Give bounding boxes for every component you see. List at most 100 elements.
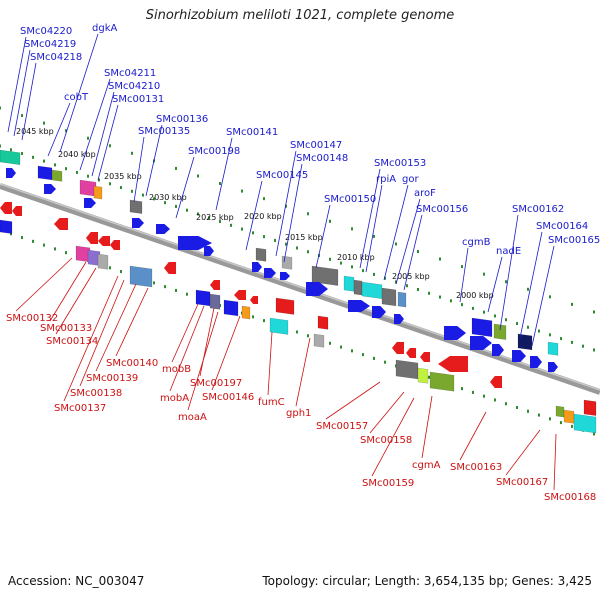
gene-features [0,149,597,434]
gene-feature-block [583,399,597,416]
forward-gene-label: SMc00198 [188,146,240,157]
forward-gene-label: SMc04220 [20,26,72,37]
gene-feature-block [547,341,559,356]
reverse-gene-arrow [0,202,12,214]
gene-feature-block [51,169,63,182]
gene-feature-block [573,413,597,434]
forward-gene-arrow [444,326,466,340]
gene-feature-block [223,299,239,317]
gene-feature-block [79,179,97,197]
scale-tick-label: 2015 kbp [285,233,323,242]
reverse-gene-arrow [86,232,98,244]
gene-feature-block [313,333,325,348]
reverse-gene-label: moaA [178,412,207,423]
forward-gene-arrow [530,356,542,368]
reverse-gene-arrow [110,240,120,250]
forward-gene-label: SMc00162 [512,204,564,215]
scale-tick-label: 2025 kbp [196,213,234,222]
gene-feature-block [97,253,109,270]
reverse-gene-label: SMc00139 [86,373,138,384]
reverse-gene-arrow [250,296,258,304]
forward-gene-arrow [264,268,276,278]
gene-feature-block [353,279,363,296]
forward-gene-arrow [492,344,504,356]
reverse-gene-label: SMc00133 [40,323,92,334]
forward-gene-label: gor [402,174,419,185]
reverse-gene-label: SMc00163 [450,462,502,473]
forward-gene-label: SMc04210 [108,81,160,92]
reverse-gene-arrow [164,262,176,274]
reverse-gene-label: SMc00140 [106,358,158,369]
accession-text: Accession: NC_003047 [8,574,145,588]
scale-tick-label: 2000 kbp [456,291,494,300]
reverse-gene-arrow [392,342,404,354]
reverse-gene-arrow [210,280,220,290]
reverse-gene-label: mobA [160,393,189,404]
reverse-gene-arrow [98,236,110,246]
forward-gene-label: SMc00156 [416,204,468,215]
forward-gene-label: cobT [64,92,89,103]
forward-gene-arrow [280,272,290,280]
reverse-gene-arrow [234,290,246,300]
reverse-gene-label: SMc00146 [202,392,254,403]
forward-gene-label: SMc00131 [112,94,164,105]
reverse-gene-label: SMc00168 [544,492,596,503]
forward-gene-arrow [394,314,404,324]
gene-feature-block [397,291,407,308]
forward-gene-label: SMc00145 [256,170,308,181]
reverse-gene-label: SMc00137 [54,403,106,414]
reverse-gene-arrow [490,376,502,388]
gene-feature-block [275,297,295,315]
forward-gene-label: SMc04218 [30,52,82,63]
gene-labels: SMc04220 SMc04219 SMc04218 dgkA cobT SMc04211… [6,23,600,503]
forward-gene-label: dgkA [92,23,117,34]
reverse-gene-arrow [12,206,22,216]
gene-feature-block [269,317,289,335]
reverse-gene-label: SMc00134 [46,336,98,347]
forward-gene-label: SMc00150 [324,194,376,205]
genome-summary-text: Topology: circular; Length: 3,654,135 bp… [262,574,592,588]
gene-feature-block [381,287,397,307]
forward-gene-label: SMc00136 [156,114,208,125]
gene-feature-block [255,247,267,262]
forward-gene-label: SMc04219 [24,39,76,50]
forward-gene-label: SMc00153 [374,158,426,169]
forward-gene-label: SMc00148 [296,153,348,164]
gene-feature-block [241,305,251,320]
reverse-gene-label: SMc00158 [360,435,412,446]
gene-feature-block [429,371,455,392]
gene-feature-block [317,315,329,330]
map-title: Sinorhizobium meliloti 1021, complete ge… [145,8,455,23]
gene-feature-block [195,289,211,307]
scale-tick-label: 2020 kbp [244,212,282,221]
forward-gene-label: SMc00164 [536,221,588,232]
label-leader-lines [7,33,557,491]
forward-gene-arrow [6,168,16,178]
gene-feature-block [129,199,143,214]
reverse-gene-label: SMc00138 [70,388,122,399]
forward-gene-arrow [156,224,170,234]
gene-feature-block [93,185,103,200]
forward-gene-arrow [306,282,328,296]
gene-feature-block [517,333,533,351]
reverse-gene-label: SMc00167 [496,477,548,488]
scale-tick-labels: 2045 kbp 2040 kbp 2035 kbp 2030 kbp 2025 kbp… [16,127,494,300]
forward-gene-arrow [132,218,144,228]
reverse-gene-label: SMc00132 [6,313,58,324]
forward-gene-label: cgmB [462,237,491,248]
forward-gene-arrow [372,306,386,318]
gene-feature-block [343,275,355,292]
gene-feature-block [417,367,429,384]
forward-gene-label: SMc00165 [548,235,600,246]
reverse-gene-arrow [406,348,416,358]
gene-feature-block [311,265,339,286]
scale-tick-label: 2045 kbp [16,127,54,136]
genome-backbone [0,183,600,395]
forward-gene-label: SMc00135 [138,126,190,137]
reverse-gene-arrow [438,356,468,372]
gene-feature-block [563,409,575,424]
reverse-gene-label: SMc00159 [362,478,414,489]
gene-feature-block [395,359,419,380]
reverse-gene-arrow [54,218,68,230]
